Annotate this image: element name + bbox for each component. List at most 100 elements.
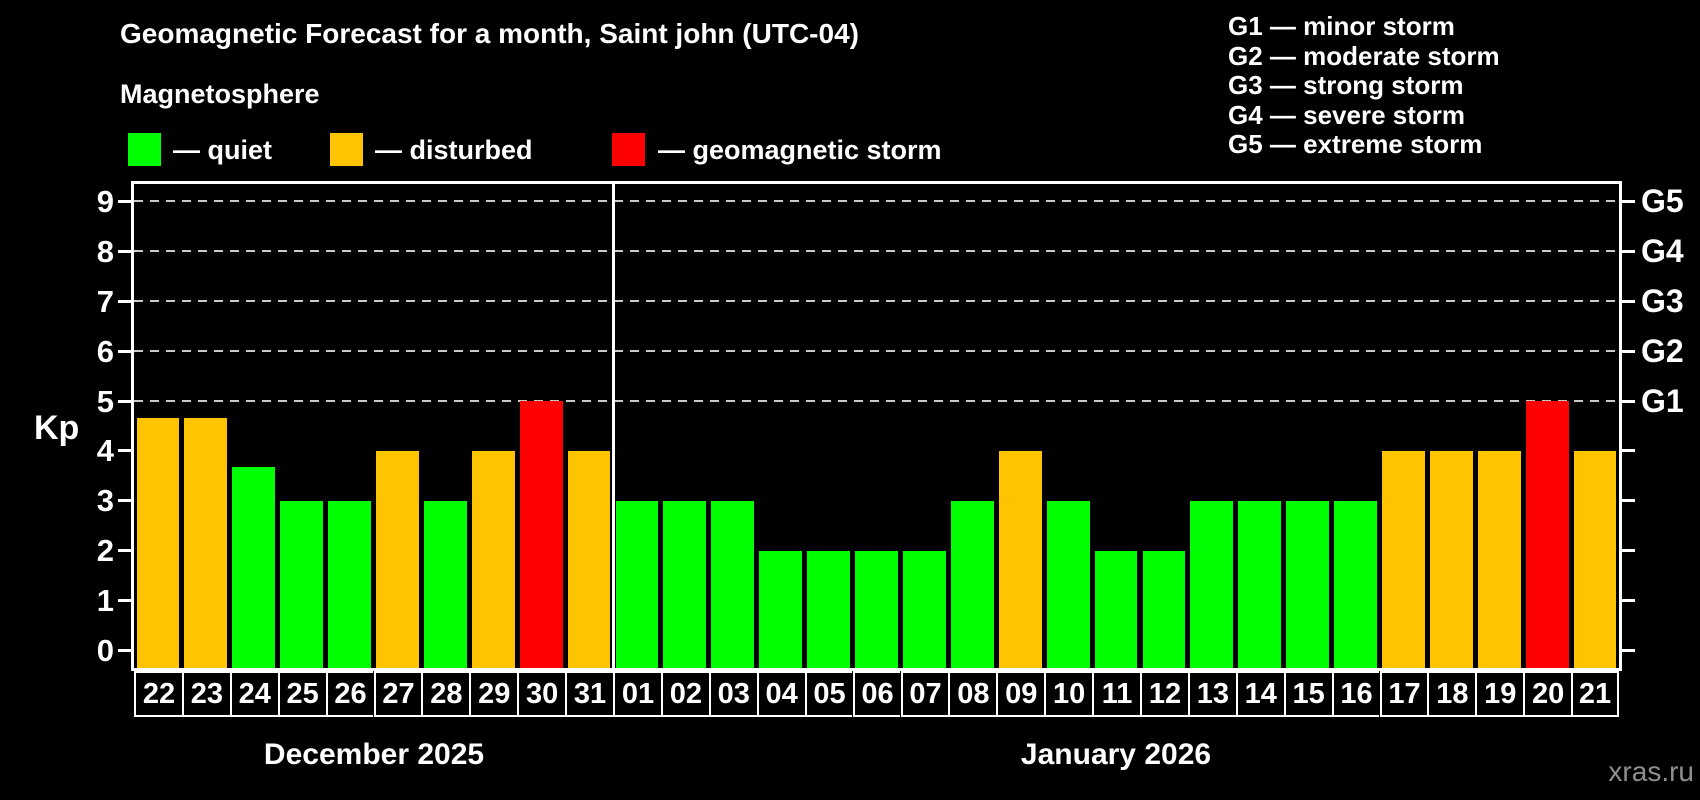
g2-legend-line: G2 — moderate storm [1228, 40, 1500, 71]
kp-bar-january-21 [1573, 450, 1617, 668]
day-label-january-21: 21 [1571, 671, 1619, 717]
month-label-december: December 2025 [263, 738, 485, 771]
gridline-kp7 [134, 300, 1619, 303]
y-tick-right-4 [1622, 449, 1635, 453]
y-tick-label-0: 0 [96, 633, 114, 669]
gridline-kp5 [134, 400, 1619, 403]
y-tick-label-9: 9 [96, 183, 114, 219]
kp-bar-january-17 [1382, 450, 1425, 668]
y-tick-right-9 [1622, 199, 1635, 203]
kp-bar-january-11 [1094, 550, 1138, 668]
day-label-january-09: 09 [996, 671, 1045, 717]
gridline-kp9 [134, 200, 1619, 203]
y-tick-label-7: 7 [96, 283, 114, 319]
disturbed-color-swatch [330, 133, 363, 166]
y-tick-label-3: 3 [96, 483, 114, 519]
kp-bar-december-24 [232, 467, 276, 668]
y-tick-right-6 [1622, 349, 1635, 353]
day-label-january-18: 18 [1427, 671, 1476, 717]
y-tick-left-3 [118, 499, 131, 503]
kp-bar-december-29 [471, 450, 515, 668]
gridline-kp8 [134, 250, 1619, 253]
day-label-january-20: 20 [1523, 671, 1572, 717]
kp-bar-january-02 [663, 500, 707, 668]
y-tick-right-2 [1622, 549, 1635, 553]
kp-bar-january-10 [1046, 500, 1090, 668]
kp-bar-january-19 [1477, 450, 1521, 668]
day-label-january-04: 04 [756, 671, 805, 717]
y-tick-right-1 [1622, 599, 1635, 603]
y-tick-left-0 [118, 649, 131, 653]
g1-legend-line: G1 — minor storm [1228, 11, 1455, 41]
y-tick-label-4: 4 [96, 433, 114, 469]
kp-bar-december-22 [136, 417, 180, 668]
kp-bar-january-05 [807, 550, 850, 668]
day-label-january-15: 15 [1283, 671, 1332, 717]
day-label-january-06: 06 [852, 671, 901, 717]
disturbed-legend-label: — disturbed [375, 135, 533, 165]
y-tick-left-1 [118, 599, 131, 603]
day-label-december-24: 24 [229, 671, 278, 717]
day-label-january-13: 13 [1187, 671, 1236, 717]
y-tick-right-0 [1622, 649, 1635, 653]
g1-axis-label: G1 [1641, 383, 1684, 420]
kp-bar-january-09 [998, 450, 1042, 668]
y-tick-left-8 [118, 249, 131, 253]
g3-legend-line: G3 — strong storm [1228, 70, 1464, 100]
kp-bar-december-30 [519, 401, 563, 668]
y-tick-right-3 [1622, 499, 1635, 503]
day-label-january-07: 07 [900, 671, 949, 717]
day-label-january-05: 05 [804, 671, 853, 717]
storm-color-swatch [612, 133, 645, 166]
y-tick-left-5 [118, 399, 131, 403]
day-label-december-22: 22 [134, 671, 182, 717]
day-label-december-28: 28 [421, 671, 470, 717]
kp-bar-december-25 [280, 500, 324, 668]
kp-bar-january-07 [903, 550, 946, 668]
y-tick-right-7 [1622, 299, 1635, 303]
y-tick-right-5 [1622, 399, 1635, 403]
y-axis-label: Kp [34, 409, 80, 447]
storm-legend-label: — geomagnetic storm [658, 135, 942, 165]
watermark: xras.ru [1608, 756, 1694, 787]
quiet-legend-label: — quiet [173, 135, 272, 165]
day-label-january-01: 01 [613, 671, 661, 717]
g2-axis-label: G2 [1641, 333, 1684, 370]
day-label-january-03: 03 [708, 671, 757, 717]
day-label-december-27: 27 [373, 671, 422, 717]
kp-bar-january-08 [950, 500, 994, 668]
g3-axis-label: G3 [1641, 283, 1684, 320]
day-label-january-16: 16 [1331, 671, 1380, 717]
y-tick-label-5: 5 [96, 383, 114, 419]
kp-bar-december-28 [423, 500, 467, 668]
y-tick-left-7 [118, 299, 131, 303]
kp-bar-january-04 [759, 550, 803, 668]
kp-bar-december-26 [328, 500, 371, 668]
kp-bar-december-23 [184, 417, 228, 668]
kp-bar-january-15 [1286, 500, 1330, 668]
day-label-january-08: 08 [948, 671, 997, 717]
day-label-january-02: 02 [660, 671, 709, 717]
day-label-january-14: 14 [1235, 671, 1284, 717]
g-scale-legend: G1 — minor storm G2 — moderate storm G3 … [1228, 11, 1500, 160]
day-label-december-31: 31 [565, 671, 613, 717]
kp-bar-january-01 [615, 500, 659, 668]
month-divider-line [611, 184, 615, 668]
y-tick-label-8: 8 [96, 233, 114, 269]
kp-bar-december-27 [376, 450, 419, 668]
day-label-december-30: 30 [517, 671, 566, 717]
y-tick-right-8 [1622, 249, 1635, 253]
g5-legend-line: G5 — extreme storm [1228, 129, 1483, 159]
y-tick-left-4 [118, 449, 131, 453]
day-label-december-26: 26 [325, 671, 374, 717]
y-tick-label-1: 1 [96, 583, 114, 619]
g4-legend-line: G4 — severe storm [1228, 99, 1466, 130]
y-tick-left-2 [118, 549, 131, 553]
chart-title: Geomagnetic Forecast for a month, Saint … [120, 18, 859, 49]
day-label-december-23: 23 [181, 671, 230, 717]
day-label-january-19: 19 [1475, 671, 1524, 717]
day-label-january-11: 11 [1092, 671, 1140, 717]
kp-bar-january-20 [1525, 401, 1569, 668]
g4-axis-label: G4 [1641, 233, 1684, 270]
